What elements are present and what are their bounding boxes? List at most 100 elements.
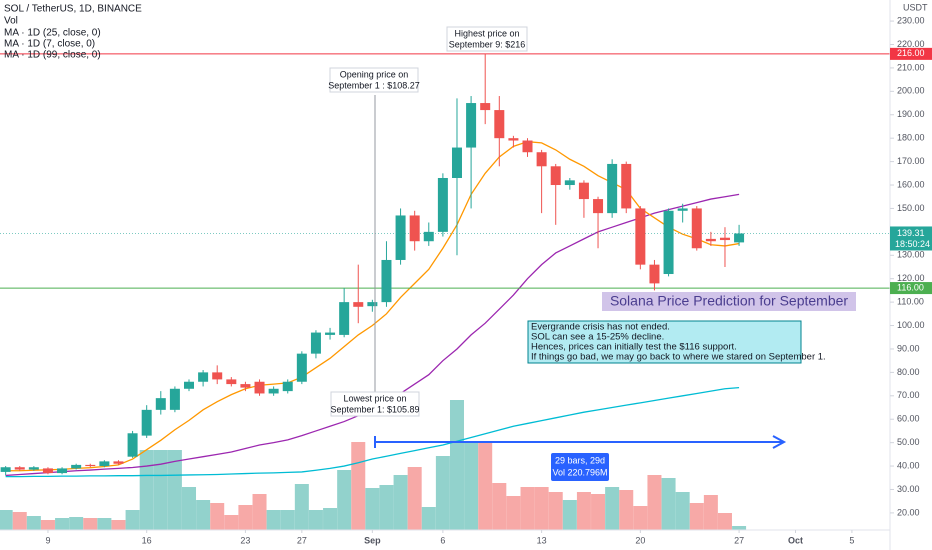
measure-box [551,453,609,481]
x-tick-label: 23 [240,535,250,545]
candle-body [282,381,293,392]
volume-bar [55,518,70,530]
x-tick-label: 20 [635,535,645,545]
volume-bar [26,516,41,530]
candle-body [536,152,547,167]
candle-body [85,464,96,467]
prediction-box [602,292,856,311]
candle-body [677,208,688,211]
y-tick-label: 100.00 [897,320,925,330]
y-tick-label: 180.00 [897,133,925,143]
volume-bar [548,492,563,530]
candle-body [113,461,124,464]
note-text: SOL can see a 15-25% decline. [531,332,664,343]
legend-volume: Vol [4,16,18,27]
volume-bar [153,450,168,530]
candle-body [649,264,660,284]
volume-bar [323,508,338,530]
note-text: Hences, prices can initially test the $1… [531,342,737,353]
candle-body [71,464,82,469]
x-tick-label: 13 [537,535,547,545]
volume-bar [196,500,211,530]
y-tick-label: 60.00 [897,414,920,424]
volume-bar [562,500,577,530]
volume-bar [647,475,662,530]
volume-bar [591,494,606,530]
volume-bar [337,470,352,530]
volume-bar [308,510,323,530]
volume-bar [464,443,479,530]
opening-text: September 1 : $108.27 [328,80,420,90]
volume-bar [633,506,648,530]
candle-body [367,302,378,307]
candle-body [184,381,195,389]
volume-bar [421,507,436,530]
volume-bar [139,450,154,530]
y-tick-label: 80.00 [897,367,920,377]
legend-entry: MA · 1D (99, close, 0) [4,50,101,61]
legend-entry: MA · 1D (25, close, 0) [4,28,101,39]
volume-bar [407,467,422,530]
legend-title: SOL / TetherUS, 1D, BINANCE [4,4,142,15]
volume-bar [238,505,253,530]
candle-body [719,237,730,241]
y-tick-label: 160.00 [897,179,925,189]
volume-bar [167,450,182,530]
candle-body [550,166,561,186]
legend-entry: MA · 1D (7, close, 0) [4,39,95,50]
candle-body [466,103,477,148]
candle-body [14,467,25,470]
volume-bar [717,513,732,530]
candle-body [494,110,505,139]
candle-body [663,210,674,275]
volume-bar [576,492,591,530]
y-tick-label: 220.00 [897,39,925,49]
last-price-label: 139.31 [897,228,925,238]
candle-body [325,332,336,335]
candle-body [155,398,166,410]
volume-bar [449,400,464,530]
y-tick-label: 200.00 [897,86,925,96]
candle-body [42,468,53,474]
volume-bar [605,487,620,530]
highest-text: September 9: $216 [449,39,526,49]
candle-body [0,467,11,472]
candle-body [310,332,321,354]
candle-body [141,409,152,436]
volume-bar [125,510,140,530]
y-tick-label: 150.00 [897,203,925,213]
candle-body [564,180,575,186]
countdown-label: 18:50:24 [895,239,930,249]
candle-body [480,103,491,111]
candle-body [99,461,110,467]
volume-bar [520,487,535,530]
level-label-box [890,282,932,295]
volume-bar [661,478,676,530]
volume-bar [365,488,380,530]
prediction-text: Solana Price Prediction for September [610,293,848,309]
y-tick-label: 30.00 [897,484,920,494]
volume-bar [40,520,55,530]
candle-body [28,467,39,470]
y-tick-label: 90.00 [897,343,920,353]
currency: USDT [903,2,928,12]
volume-bar [478,443,493,530]
x-tick-label: 27 [734,535,744,545]
candle-body [691,208,702,249]
level-label-box [890,47,932,60]
candle-body [607,163,618,214]
candle-body [339,302,350,335]
candle-body [296,353,307,382]
candle-body [353,302,364,307]
volume-bar [435,456,450,530]
candle-body [212,372,223,380]
candle-body [423,231,434,242]
candle-body [409,215,420,242]
volume-bar [111,520,126,530]
y-tick-label: 110.00 [897,296,924,306]
candle-body [578,182,589,200]
y-tick-label: 40.00 [897,460,920,470]
highest-text: Highest price on [454,28,519,38]
candle-body [621,163,632,209]
candle-body [635,208,646,265]
